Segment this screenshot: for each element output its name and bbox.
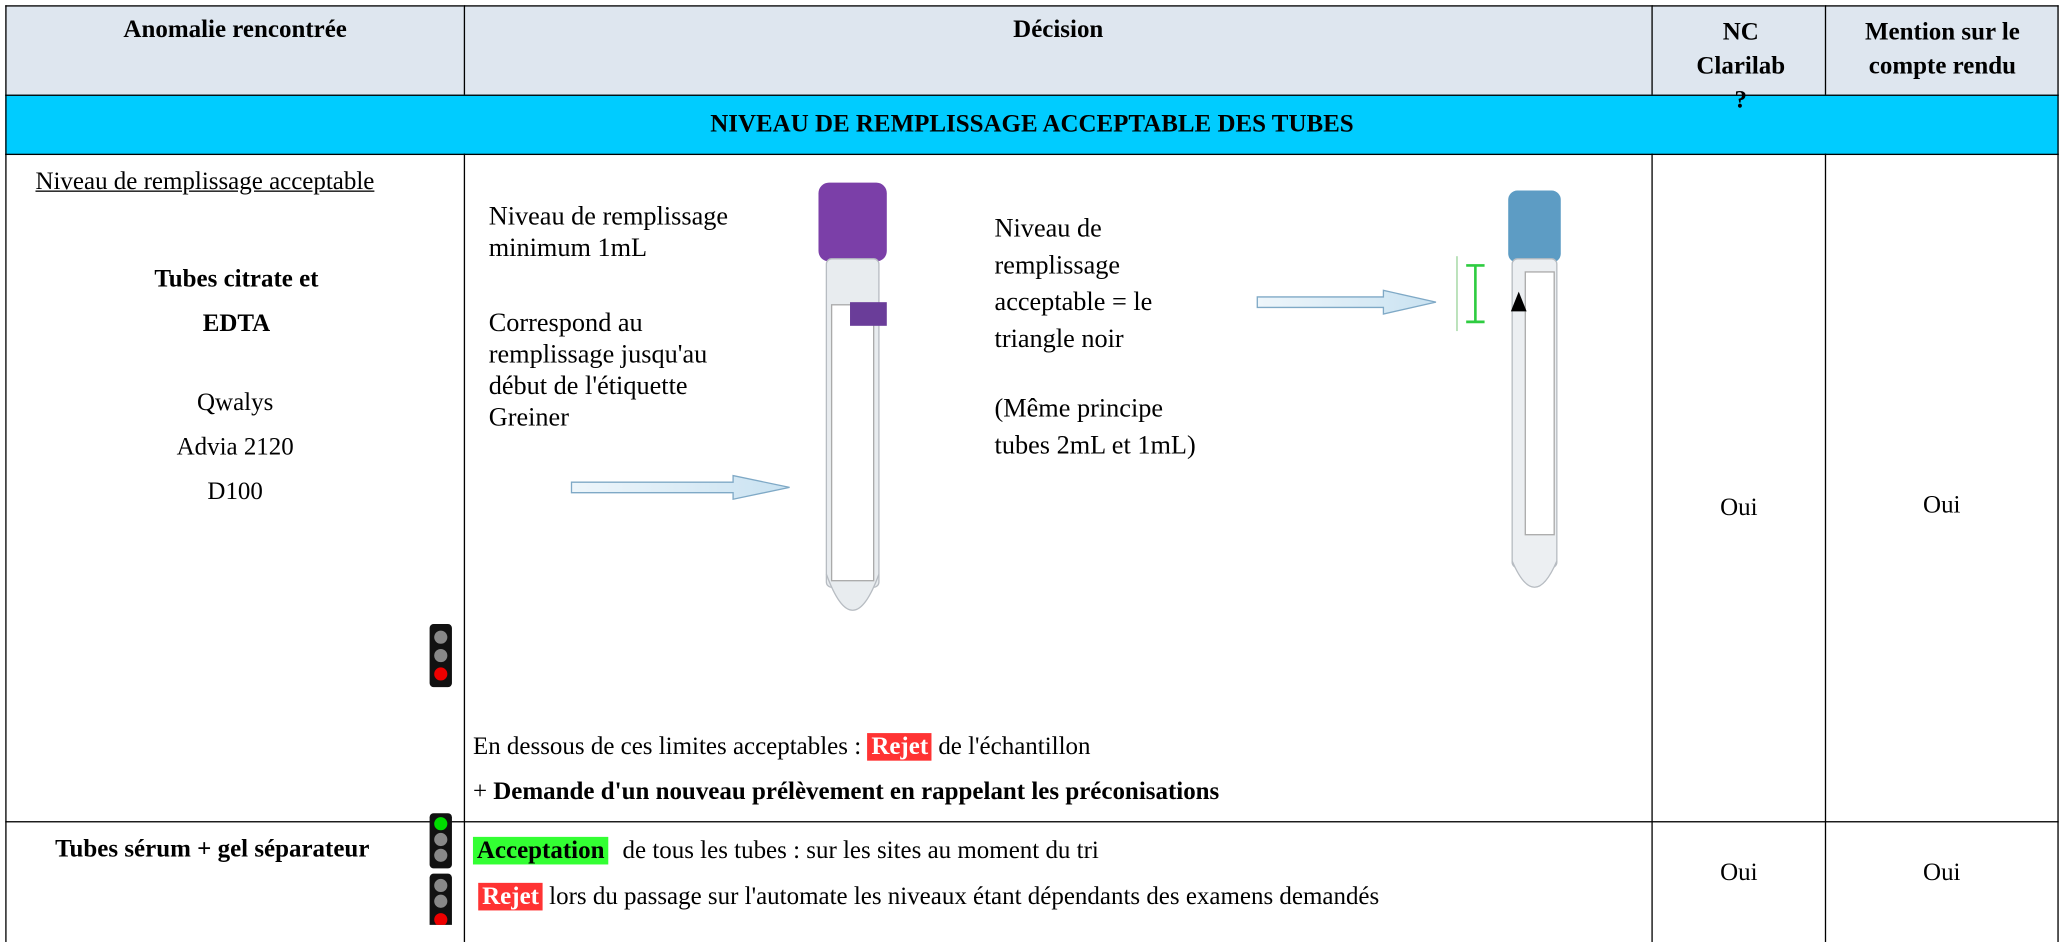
text: lors du passage sur l'automate les nivea… [549, 882, 1380, 911]
header-cell [5, 5, 466, 96]
section-cell [5, 94, 2059, 156]
header: Mention sur le compte rendu [1864, 18, 2020, 81]
header: Décision [1013, 15, 1104, 44]
nc: Oui [1720, 859, 1758, 887]
mention: Oui [1923, 491, 1961, 519]
instrument: Advia 2120 [176, 433, 294, 462]
row-divider [5, 821, 2059, 823]
text: de tous les tubes : sur les sites au mom… [622, 836, 1099, 865]
text: En dessous de ces limites acceptables : [472, 733, 862, 761]
badge: Rejet [478, 882, 543, 910]
illustration [570, 182, 1561, 611]
text: de l'échantillon [938, 733, 1091, 761]
instrument: D100 [207, 478, 263, 506]
note: Niveau de remplissage minimum 1mL [488, 202, 729, 263]
header: NC Clarilab ? [1696, 18, 1786, 115]
header-cell [1651, 5, 1827, 96]
tube-type: Tubes citrate et EDTA [154, 265, 319, 338]
text: + [472, 777, 488, 806]
decision-line: Acceptation de tous les tubes : sur les … [472, 836, 1099, 866]
mention: Oui [1923, 859, 1961, 887]
header-cell [463, 5, 1653, 96]
anomaly-title: Tubes sérum + gel séparateur [55, 835, 370, 864]
cell [1824, 153, 2059, 942]
cell [5, 153, 466, 942]
decision-line: + Demande d'un nouveau prélèvement en ra… [473, 778, 1219, 807]
text: Demande d'un nouveau prélèvement en rapp… [493, 777, 1220, 806]
decision-line: Rejet lors du passage sur l'automate les… [478, 882, 1380, 912]
note: Correspond au remplissage jusqu'au début… [488, 308, 708, 433]
badge: Rejet [867, 733, 933, 761]
nc: Oui [1720, 493, 1758, 522]
badge: Acceptation [472, 836, 609, 864]
section-title: NIVEAU DE REMPLISSAGE ACCEPTABLE DES TUB… [710, 110, 1354, 138]
header-cell [1824, 5, 2059, 96]
cell [1651, 153, 1827, 942]
instrument: Qwalys [197, 388, 274, 417]
decision-line: En dessous de ces limites acceptables : … [472, 733, 1091, 762]
header: Anomalie rencontrée [123, 15, 347, 44]
note: (Même principe tubes 2mL et 1mL) [994, 394, 1196, 460]
traffic-light [429, 813, 452, 925]
cell [463, 153, 1653, 942]
anomaly-title: Niveau de remplissage acceptable [35, 168, 375, 196]
traffic-light [429, 624, 452, 688]
note: Niveau de remplissage acceptable = le tr… [994, 214, 1153, 354]
